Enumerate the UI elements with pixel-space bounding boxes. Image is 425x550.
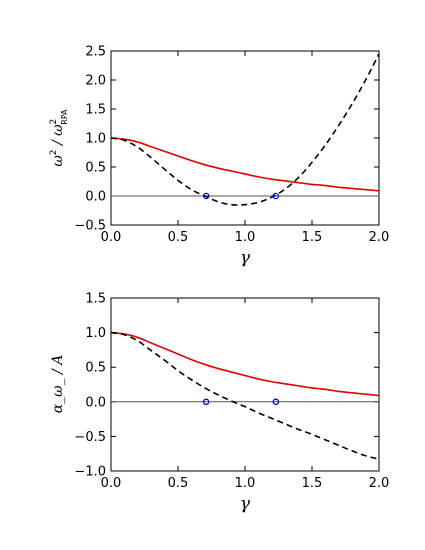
top-ylabel-sup1: 2 xyxy=(49,149,59,155)
bottom-xtick-label: 0.5 xyxy=(168,476,189,491)
top-ylabel-mid: / ω xyxy=(50,124,66,150)
bottom-xtick-label: 2.0 xyxy=(369,476,390,491)
bottom-ytick-label: −1.0 xyxy=(74,465,106,480)
top-ylabel-sub2: RPA xyxy=(60,109,69,125)
bottom-plot-ticks: 0.0 0.5 1.0 1.5 2.0 −1.0 −0.5 0.0 0.5 1.0 1.5 xyxy=(74,292,389,492)
top-point xyxy=(272,192,280,200)
top-ylabel: ω2 / ω2RPA xyxy=(49,109,69,167)
top-ytick-label: 2.0 xyxy=(85,74,106,89)
top-plot-ticks: 0.0 0.5 1.0 1.5 2.0−0.50.00.51.01.52.02.5 xyxy=(74,45,389,246)
bottom-xtick-label: 1.0 xyxy=(235,476,256,491)
bottom-plot: 0.0 0.5 1.0 1.5 2.0 −1.0 −0.5 0.0 0.5 1.0 1.5 γ α_… xyxy=(50,292,389,515)
bottom-xtick-label: 0.0 xyxy=(101,476,122,491)
top-xtick-label: 2.0 xyxy=(369,230,390,245)
bottom-xtick-label: 1.5 xyxy=(302,476,323,491)
bottom-ytick-label: 1.5 xyxy=(85,292,106,307)
top-ytick-label: 1.5 xyxy=(85,103,106,118)
top-ylabel-sup2: 2 xyxy=(49,119,59,125)
bottom-ytick-label: 0.0 xyxy=(85,395,106,410)
top-xtick-label: 0.0 xyxy=(101,230,122,245)
bottom-series-solid xyxy=(110,331,380,397)
bottom-plot-marks xyxy=(110,331,380,461)
top-point xyxy=(202,192,210,200)
bottom-ytick-label: 1.0 xyxy=(85,326,106,341)
top-ylabel-omega: ω xyxy=(50,155,66,167)
bottom-series-dashed xyxy=(110,331,380,461)
top-ytick-label: −0.5 xyxy=(74,219,106,234)
bottom-xlabel: γ xyxy=(240,494,251,514)
bottom-plot-frame xyxy=(110,297,380,472)
top-series-dashed xyxy=(110,53,380,206)
top-plot: 0.0 0.5 1.0 1.5 2.0−0.50.00.51.01.52.02.5 γ … xyxy=(49,45,389,269)
top-series-solid xyxy=(110,137,380,192)
bottom-ylabel: α_ω_ / A xyxy=(50,355,66,414)
top-ytick-label: 1.0 xyxy=(85,132,106,147)
top-xtick-label: 0.5 xyxy=(168,230,189,245)
top-plot-marks xyxy=(110,53,380,206)
top-ytick-label: 2.5 xyxy=(85,45,106,60)
bottom-point xyxy=(202,398,210,406)
top-xtick-label: 1.5 xyxy=(302,230,323,245)
top-plot-frame xyxy=(110,50,380,226)
bottom-point xyxy=(272,398,280,406)
bottom-ytick-label: 0.5 xyxy=(85,361,106,376)
top-ytick-label: 0.0 xyxy=(85,190,106,205)
top-xlabel: γ xyxy=(240,248,251,268)
bottom-ytick-label: −0.5 xyxy=(74,430,106,445)
top-ytick-label: 0.5 xyxy=(85,161,106,176)
top-xtick-label: 1.0 xyxy=(235,230,256,245)
